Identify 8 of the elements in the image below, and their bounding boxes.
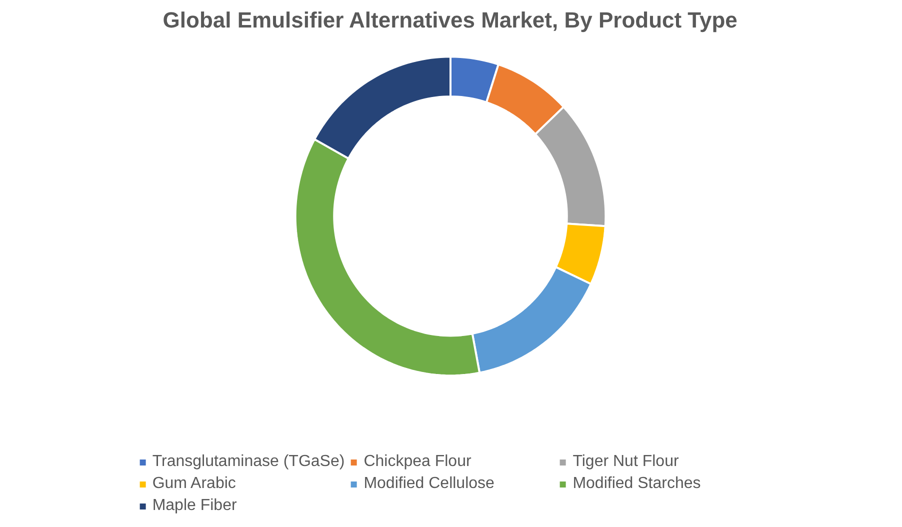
legend-label: Transglutaminase (TGaSe) [152,453,345,471]
legend-label: Chickpea Flour [364,453,472,471]
legend-label: Tiger Nut Flour [572,453,680,471]
legend-label: Modified Cellulose [364,475,496,493]
legend-label: Maple Fiber [152,497,238,515]
chart-title: Global Emulsifier Alternatives Market, By Product Type [162,8,738,32]
legend-label: Modified Starches [572,475,702,493]
legend-label: Gum Arabic [152,475,237,493]
